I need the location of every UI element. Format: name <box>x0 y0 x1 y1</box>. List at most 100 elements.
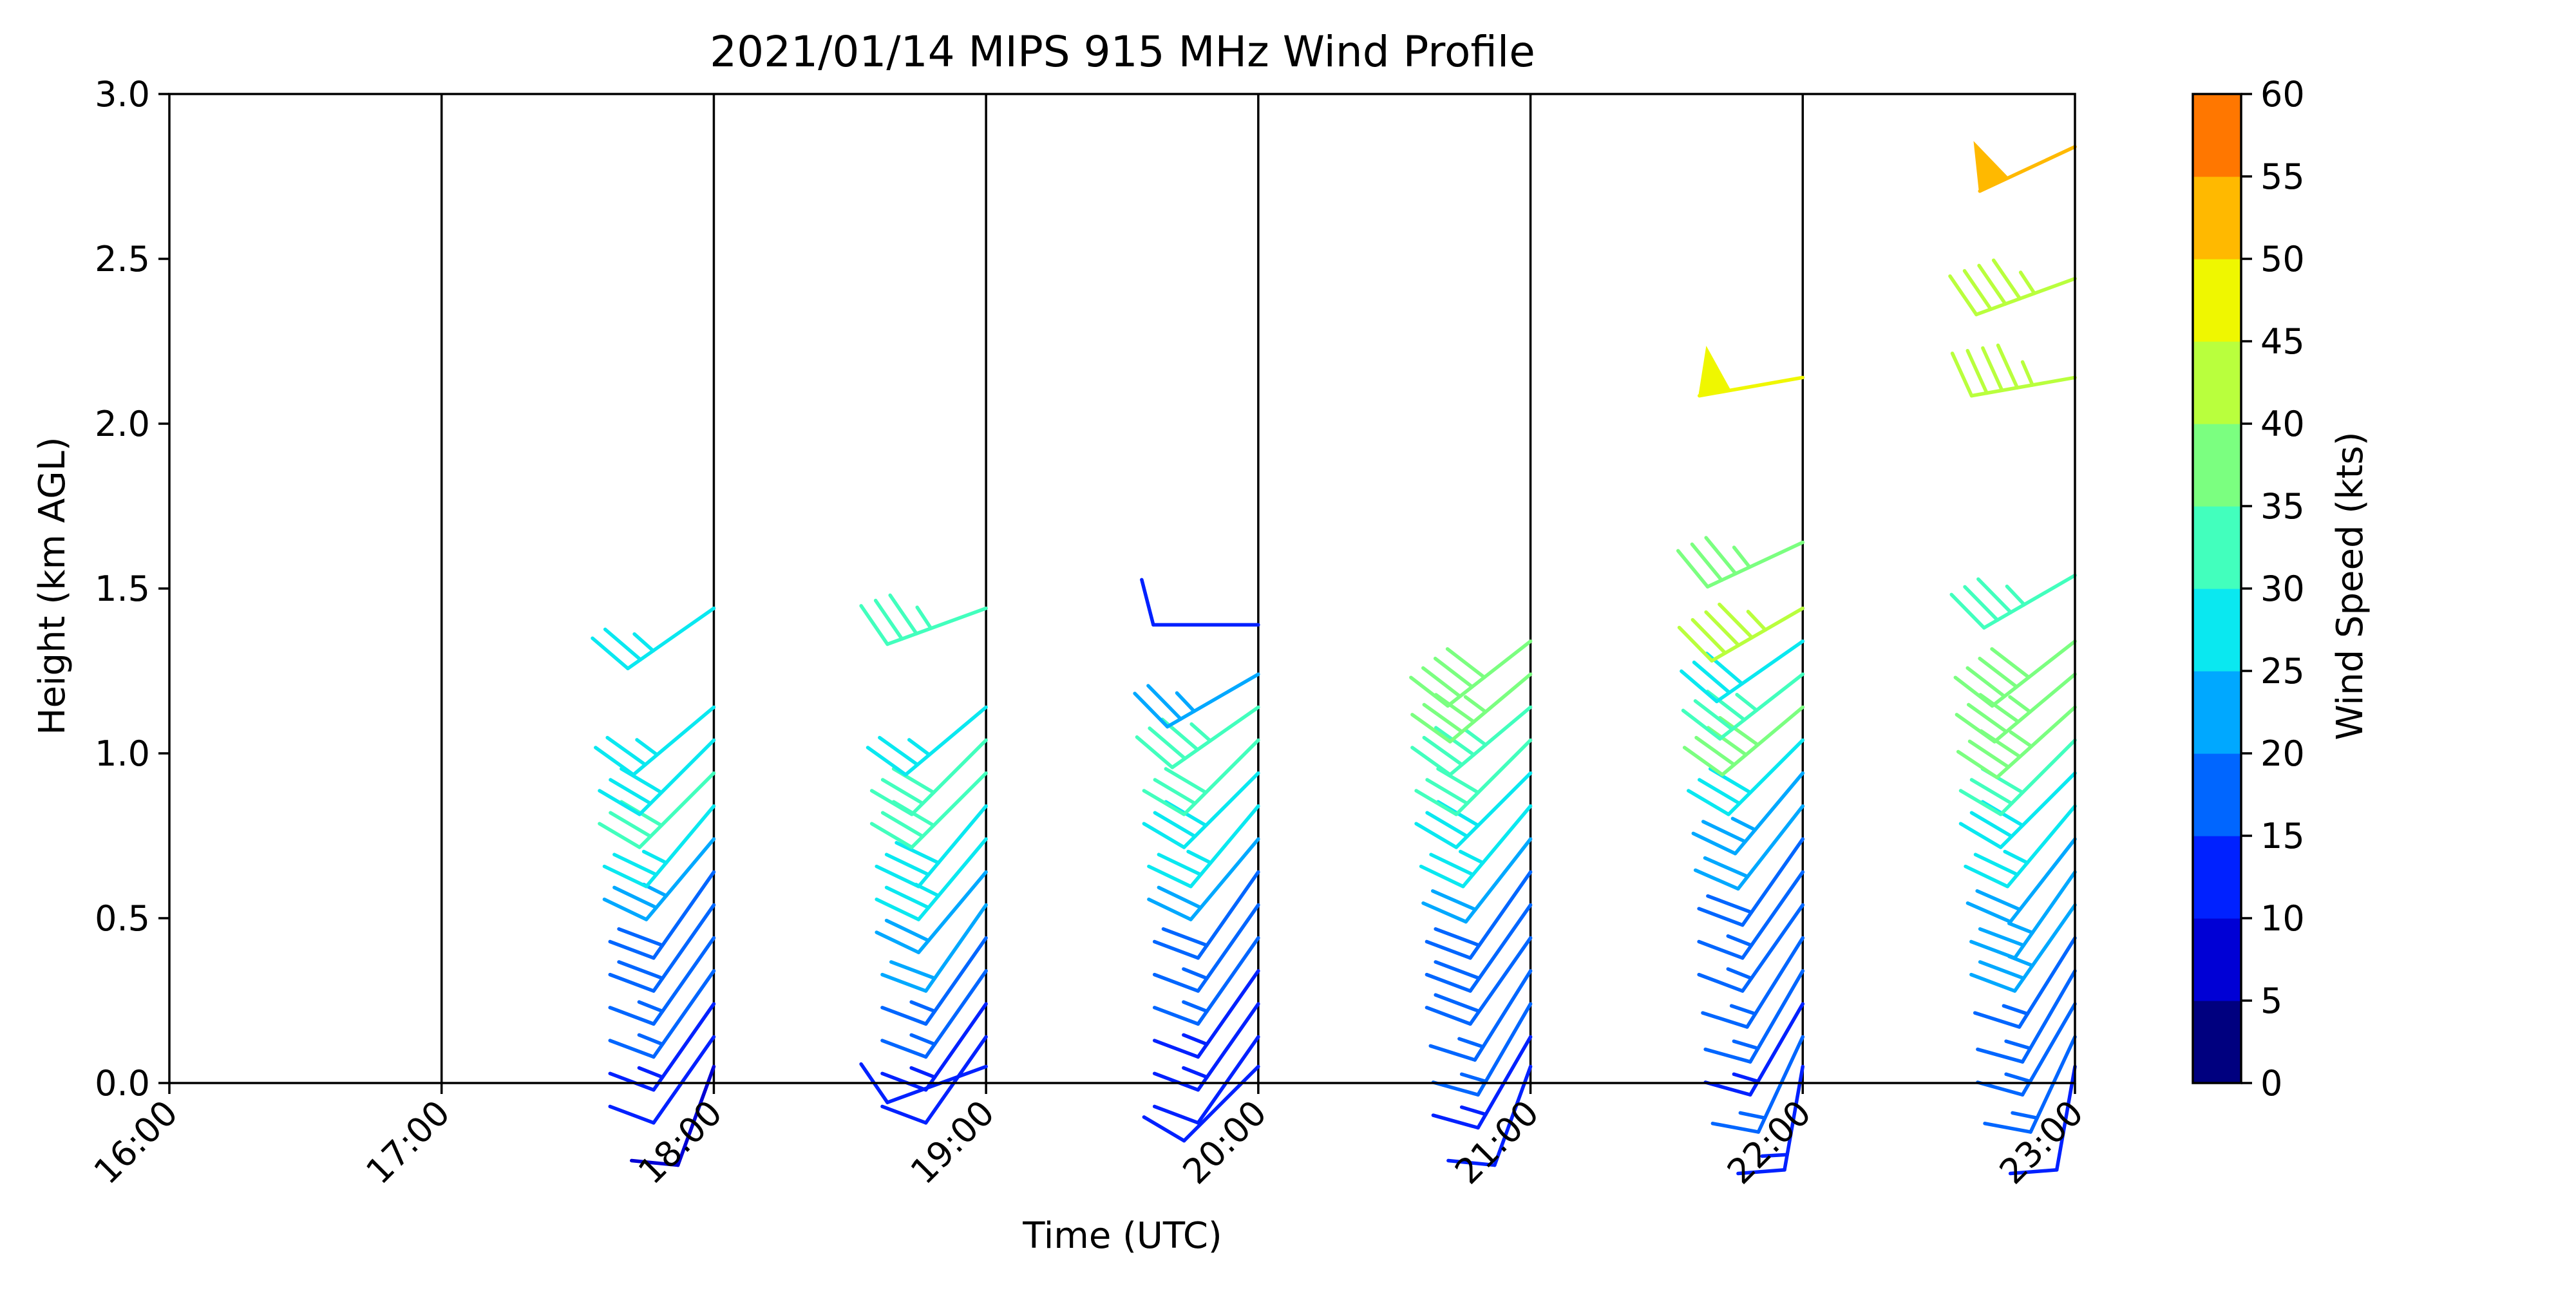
wind-barb <box>1425 903 1533 993</box>
wind-barb <box>1687 738 1805 816</box>
wind-barb <box>1956 705 2077 780</box>
y-tick-label: 3.0 <box>95 74 150 115</box>
wind-barb <box>608 903 716 993</box>
wind-barb <box>1140 578 1260 627</box>
colorbar-tick-label: 40 <box>2260 404 2305 444</box>
wind-barb <box>875 870 988 954</box>
wind-barb <box>608 936 716 1026</box>
colorbar-segment <box>2193 94 2241 177</box>
wind-barb <box>1697 903 1805 993</box>
wind-barb <box>1409 639 1533 708</box>
x-tick-label: 18:00 <box>630 1093 730 1192</box>
colorbar-segment <box>2193 918 2241 1001</box>
colorbar-segment <box>2193 424 2241 507</box>
x-tick-label: 19:00 <box>903 1093 1003 1192</box>
wind-barb <box>1152 1002 1260 1092</box>
wind-barb <box>880 1035 988 1125</box>
y-tick-label: 0.5 <box>95 898 150 939</box>
wind-barb <box>1973 936 2077 1029</box>
y-tick-label: 2.5 <box>95 239 150 279</box>
wind-barb <box>608 969 716 1059</box>
colorbar-segment <box>2193 176 2241 259</box>
wind-barb <box>1710 1035 1805 1134</box>
wind-barb <box>1693 804 1805 891</box>
wind-barb <box>1701 936 1805 1029</box>
colorbar-segment <box>2193 671 2241 754</box>
y-axis-label: Height (km AGL) <box>32 437 73 735</box>
colorbar-segment <box>2193 589 2241 672</box>
wind-barb <box>880 1002 988 1092</box>
wind-barb <box>1697 870 1805 960</box>
colorbar-tick-label: 35 <box>2260 486 2305 527</box>
wind-barb <box>1152 903 1260 993</box>
wind-barb <box>1677 602 1805 663</box>
wind-barb <box>1682 705 1805 777</box>
colorbar-tick-label: 50 <box>2260 239 2305 279</box>
plot-frame <box>168 93 2076 1084</box>
wind-barb <box>1147 804 1260 889</box>
wind-barb <box>1419 804 1533 889</box>
wind-barb <box>598 738 716 816</box>
wind-barb <box>1414 738 1533 816</box>
wind-barb <box>1969 870 2077 960</box>
wind-barb <box>859 593 988 646</box>
plot-area <box>440 94 1804 1083</box>
wind-barb <box>608 1035 716 1125</box>
colorbar-tick-label: 15 <box>2260 816 2305 856</box>
colorbar-segment <box>2193 506 2241 589</box>
colorbar-tick-label: 20 <box>2260 733 2305 774</box>
colorbar-tick-label: 55 <box>2260 156 2305 197</box>
wind-barb <box>875 804 988 889</box>
wind-barb <box>1431 1002 1533 1097</box>
wind-barb <box>608 1002 716 1092</box>
wind-barb <box>1152 870 1260 960</box>
wind-barb <box>1410 705 1533 777</box>
wind-barb <box>1152 1035 1260 1125</box>
colorbar-tick-label: 10 <box>2260 898 2305 939</box>
wind-barb <box>1142 1064 1260 1143</box>
wind-barb <box>1697 837 1805 927</box>
wind-barb <box>608 870 716 960</box>
wind-barb <box>1681 672 1805 741</box>
wind-barb <box>1976 1002 2077 1097</box>
y-tick-label: 2.0 <box>95 404 150 444</box>
wind-barb <box>1965 837 2077 924</box>
wind-barb <box>880 969 988 1059</box>
x-axis-label: Time (UTC) <box>1022 1215 1222 1257</box>
y-tick-label: 1.0 <box>95 733 150 774</box>
wind-barb <box>602 837 716 921</box>
wind-barbs <box>591 141 2077 1176</box>
wind-barb <box>869 771 988 849</box>
colorbar-tick-label: 25 <box>2260 651 2305 692</box>
colorbar-segment <box>2193 259 2241 342</box>
wind-barb <box>1958 738 2077 816</box>
y-tick-label: 0.0 <box>95 1063 150 1104</box>
colorbar-segment <box>2193 753 2241 836</box>
x-tick-label: 16:00 <box>86 1093 186 1192</box>
wind-barb <box>1983 1035 2077 1134</box>
wind-barb <box>1142 738 1260 816</box>
wind-barb <box>880 936 988 1026</box>
colorbar-tick-label: 60 <box>2260 74 2305 115</box>
wind-barb <box>1425 936 1533 1026</box>
wind-barb <box>1425 870 1533 960</box>
wind-barb <box>1955 672 2077 744</box>
colorbar-tick-label: 0 <box>2260 1063 2282 1104</box>
colorbar-segment <box>2193 1001 2241 1084</box>
wind-barb <box>1152 936 1260 1026</box>
colorbar-tick-label: 5 <box>2260 981 2282 1021</box>
colorbar-segment <box>2193 836 2241 919</box>
wind-barb <box>1703 969 1805 1064</box>
wind-barb <box>1950 343 2077 398</box>
wind-barb <box>602 804 716 889</box>
wind-barb <box>1410 672 1533 744</box>
wind-barb <box>1152 969 1260 1059</box>
wind-barb <box>1680 639 1805 704</box>
wind-barb <box>1964 804 2077 889</box>
wind-barb <box>1676 536 1805 589</box>
wind-barb <box>1421 837 1533 924</box>
wind-barb <box>1948 258 2077 317</box>
wind-barb <box>1133 672 1260 729</box>
